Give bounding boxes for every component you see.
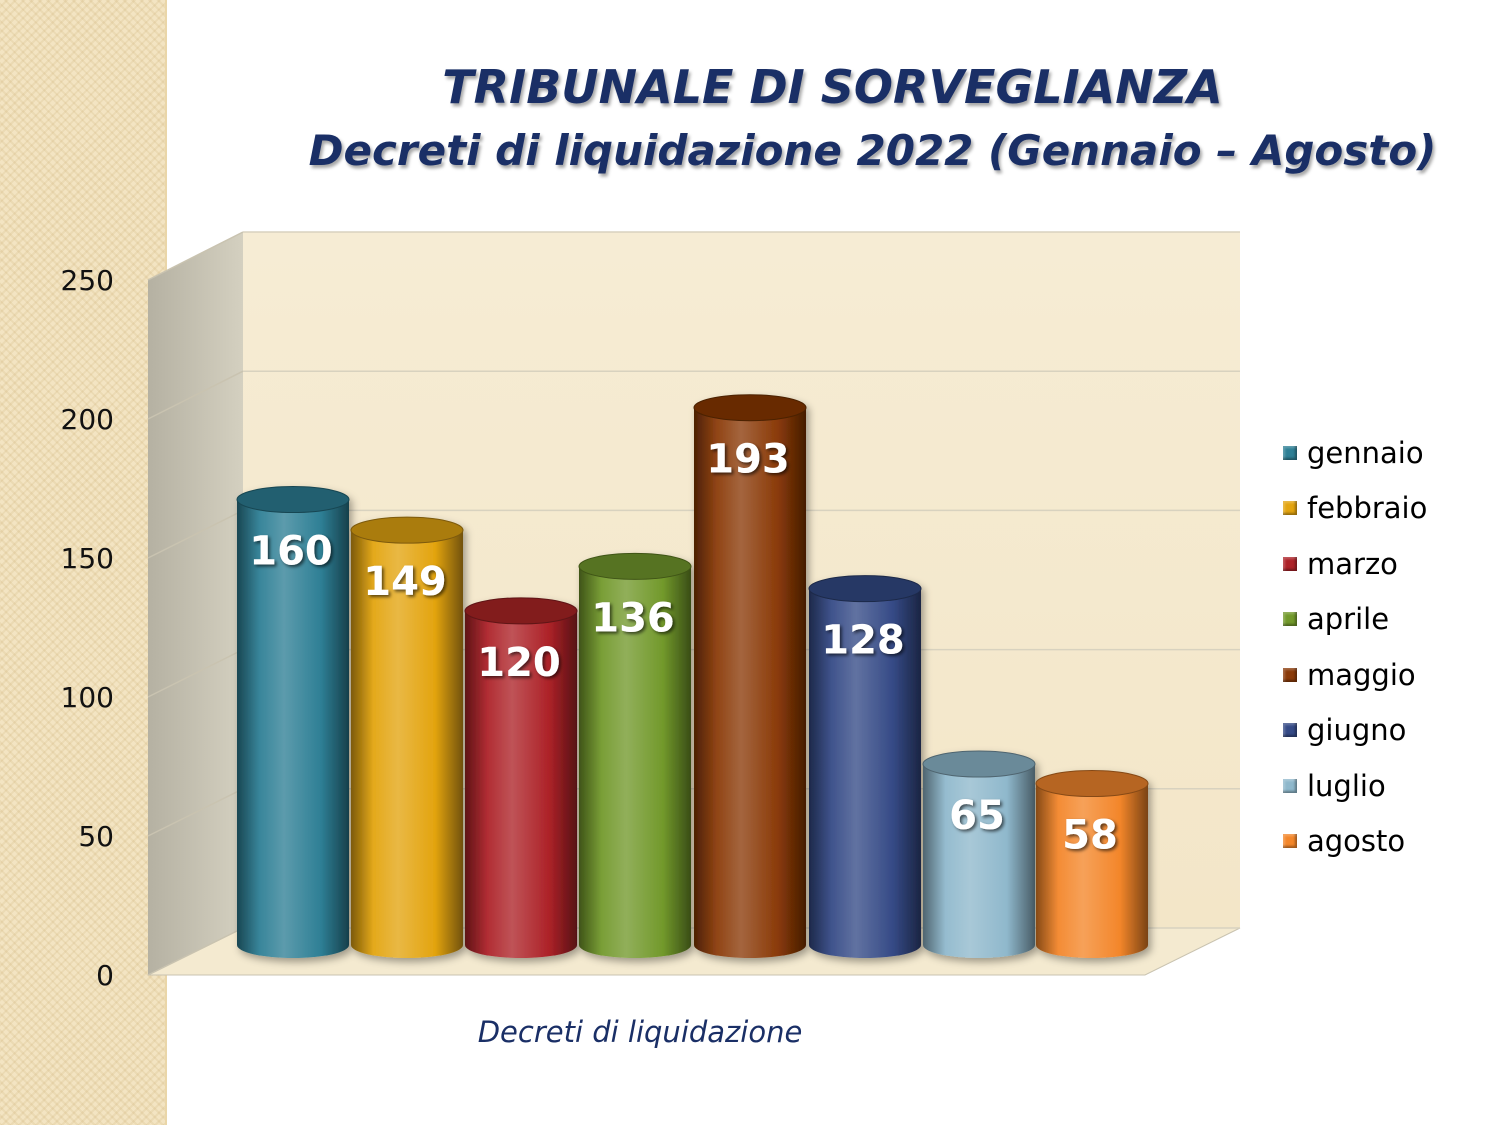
bar-body [579, 566, 691, 958]
y-tick-label: 0 [96, 959, 114, 992]
bar-cap [693, 394, 807, 422]
bar-giugno [808, 575, 922, 958]
bar-marzo [464, 597, 578, 958]
bar-cap [808, 575, 922, 603]
data-label-marzo: 120 [477, 640, 561, 686]
legend-swatch [1283, 723, 1297, 738]
bar-maggio [693, 394, 807, 958]
bar-aprile [578, 552, 692, 958]
bar-luglio [922, 750, 1036, 958]
legend-label: luglio [1307, 768, 1386, 803]
y-tick-label: 100 [61, 681, 114, 714]
gridline-side [147, 231, 244, 281]
legend-item-agosto: agosto [1283, 814, 1427, 870]
bar-cap [464, 597, 578, 625]
data-label-gennaio: 160 [249, 529, 333, 575]
legend-label: aprile [1307, 602, 1390, 637]
chart-title-line2: Decreti di liquidazione 2022 (Gennaio – … [308, 126, 1437, 175]
legend-swatch [1283, 834, 1297, 849]
y-tick-label: 250 [61, 264, 114, 297]
bar-body [1036, 783, 1148, 958]
legend-swatch [1283, 556, 1297, 571]
legend-item-febbraio: febbraio [1283, 481, 1427, 537]
legend-swatch [1283, 612, 1297, 627]
bar-agosto [1035, 770, 1149, 958]
legend-item-gennaio: gennaio [1283, 425, 1427, 481]
decorative-side-panel [0, 0, 167, 1125]
gridline-side [147, 648, 244, 698]
y-tick-label: 50 [78, 820, 114, 853]
legend-label: giugno [1307, 713, 1407, 748]
legend-swatch [1283, 445, 1297, 460]
legend-item-marzo: marzo [1283, 536, 1427, 592]
bar-body [809, 588, 921, 958]
legend-item-giugno: giugno [1283, 703, 1427, 759]
legend-label: gennaio [1307, 435, 1424, 470]
bar-body [465, 610, 577, 958]
bar-body [237, 499, 349, 958]
y-tick-label: 200 [61, 403, 114, 436]
bar-febbraio [350, 516, 464, 958]
gridline-side [147, 788, 244, 837]
chart-legend: gennaio febbraio marzo aprile maggio giugno lu… [1283, 425, 1427, 869]
bar-cap [350, 516, 464, 544]
gridline-side [147, 509, 244, 559]
y-tick-label: 150 [61, 542, 114, 575]
chart-title: TRIBUNALE DI SORVEGLIANZA Decreti di liq… [165, 55, 1500, 183]
legend-swatch [1283, 778, 1297, 793]
bar-body [351, 530, 463, 958]
x-axis-title: Decreti di liquidazione [477, 1015, 803, 1049]
chart-side-wall [148, 232, 243, 975]
legend-label: marzo [1307, 546, 1398, 581]
legend-swatch [1283, 667, 1297, 682]
legend-label: febbraio [1307, 491, 1428, 526]
data-label-giugno: 128 [821, 618, 905, 664]
bar-cap [236, 486, 350, 514]
data-label-agosto: 58 [1062, 813, 1118, 859]
legend-label: agosto [1307, 824, 1406, 859]
legend-label: maggio [1307, 657, 1416, 692]
legend-item-maggio: maggio [1283, 647, 1427, 703]
legend-item-luglio: luglio [1283, 758, 1427, 814]
bar-body [923, 764, 1035, 958]
legend-swatch [1283, 501, 1297, 516]
bar-body [694, 407, 806, 958]
bar-cap [922, 750, 1036, 778]
gridline-side [147, 370, 244, 420]
legend-item-aprile: aprile [1283, 592, 1427, 648]
gridline-side [147, 927, 244, 976]
data-label-maggio: 193 [706, 437, 790, 483]
data-label-aprile: 136 [591, 595, 675, 641]
bar-gennaio [236, 486, 350, 958]
data-label-luglio: 65 [949, 793, 1005, 839]
bar-cap [578, 552, 692, 580]
chart-title-line1: TRIBUNALE DI SORVEGLIANZA [442, 60, 1223, 114]
bar-cap [1035, 770, 1149, 798]
data-label-febbraio: 149 [363, 559, 447, 605]
